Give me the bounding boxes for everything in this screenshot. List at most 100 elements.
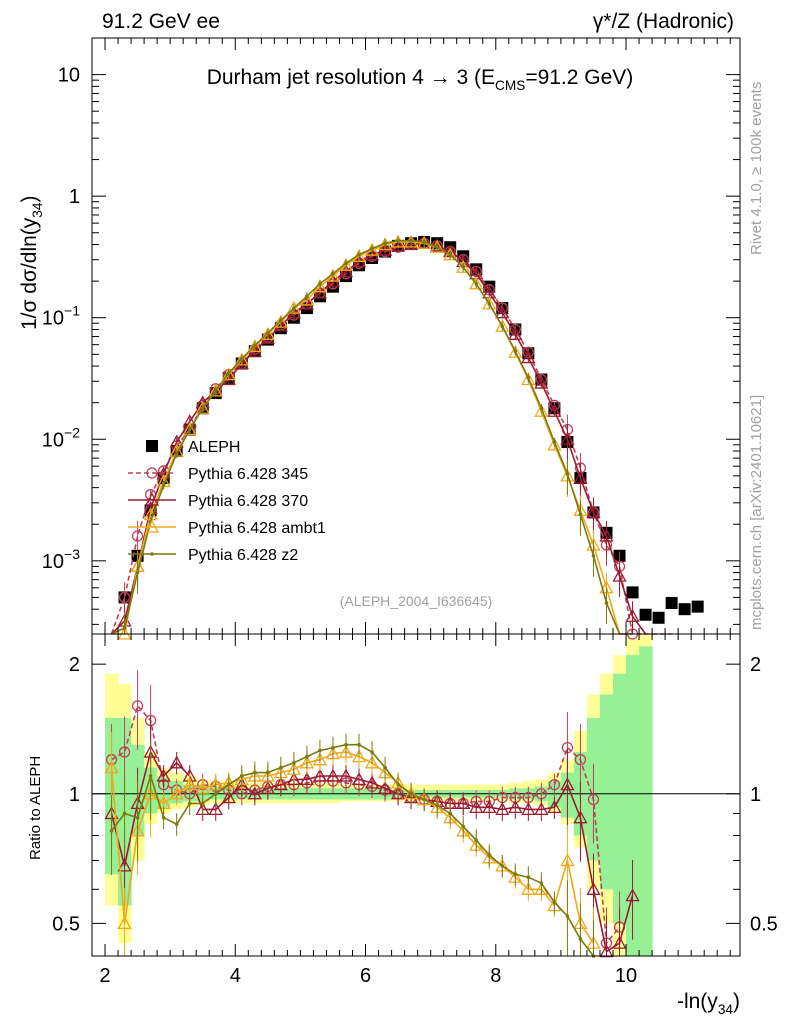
data-point bbox=[266, 770, 270, 775]
data-point bbox=[469, 799, 484, 813]
legend-marker bbox=[144, 492, 160, 506]
data-point bbox=[286, 772, 301, 786]
data-point bbox=[599, 944, 614, 958]
ratio-band-inner bbox=[639, 646, 653, 956]
data-point bbox=[182, 777, 197, 791]
data-point bbox=[539, 881, 544, 885]
data-point bbox=[131, 530, 144, 542]
x-tick-label: 8 bbox=[490, 965, 501, 987]
series-line-pythia-6-428-z2 bbox=[110, 743, 595, 957]
data-point bbox=[364, 755, 380, 769]
data-point bbox=[474, 282, 479, 286]
data-point bbox=[182, 422, 197, 436]
data-point bbox=[565, 914, 570, 918]
data-point bbox=[573, 470, 588, 484]
ratio-ylabel: Ratio to ALEPH bbox=[27, 756, 44, 860]
data-point bbox=[547, 799, 562, 813]
ratio-y-tick-label: 1 bbox=[69, 784, 80, 806]
side-label-rivet: Rivet 4.1.0, ≥ 100k events bbox=[748, 82, 765, 255]
data-point bbox=[578, 937, 583, 941]
ratio-band-inner bbox=[626, 655, 640, 956]
data-point bbox=[573, 810, 588, 824]
data-point bbox=[612, 568, 627, 582]
data-point bbox=[104, 760, 119, 774]
data-point bbox=[122, 626, 127, 630]
data-point bbox=[299, 772, 315, 786]
data-point bbox=[500, 864, 505, 868]
data-point bbox=[195, 400, 210, 414]
y-tick-label: 10−3 bbox=[42, 546, 80, 573]
data-point bbox=[652, 611, 665, 624]
data-point bbox=[131, 700, 144, 712]
y-tick-label: 10−1 bbox=[42, 303, 80, 330]
data-point bbox=[482, 296, 497, 310]
data-point bbox=[560, 431, 575, 445]
data-point bbox=[552, 900, 557, 905]
data-point bbox=[357, 742, 361, 747]
data-point bbox=[187, 801, 192, 806]
data-point bbox=[253, 770, 257, 775]
data-point bbox=[156, 768, 171, 782]
data-point bbox=[422, 240, 426, 244]
y-tick-label: 10 bbox=[58, 65, 80, 87]
data-point bbox=[318, 748, 322, 753]
data-point bbox=[448, 252, 452, 257]
ratio-y-tick-label-right: 1 bbox=[750, 784, 761, 806]
data-point bbox=[117, 916, 132, 930]
data-point bbox=[599, 528, 614, 542]
data-point bbox=[560, 777, 575, 791]
data-point bbox=[253, 343, 257, 348]
data-point bbox=[508, 344, 523, 358]
data-point bbox=[390, 238, 406, 252]
y-tick-label: 10−2 bbox=[42, 424, 80, 451]
data-point bbox=[117, 858, 132, 872]
legend-label: Pythia 6.428 345 bbox=[188, 466, 308, 483]
data-point bbox=[565, 471, 570, 476]
data-point bbox=[273, 777, 288, 791]
data-point bbox=[526, 376, 531, 380]
data-point bbox=[135, 815, 140, 820]
data-point bbox=[305, 754, 309, 759]
data-point bbox=[351, 749, 367, 763]
data-point bbox=[678, 603, 691, 616]
legend-label: ALEPH bbox=[188, 439, 240, 456]
data-point bbox=[404, 237, 419, 251]
data-point bbox=[409, 791, 413, 796]
data-point bbox=[213, 791, 218, 796]
data-point bbox=[469, 276, 484, 290]
data-point bbox=[338, 768, 354, 782]
data-point bbox=[247, 786, 262, 800]
ratio-y-tick-label-right: 0.5 bbox=[750, 913, 778, 935]
data-point bbox=[370, 246, 374, 251]
series-line-pythia-6-428-345 bbox=[111, 704, 621, 946]
data-point bbox=[383, 765, 387, 770]
legend: ALEPH Pythia 6.428 345 Pythia 6.428 370 Pyt… bbox=[128, 439, 326, 564]
data-point bbox=[266, 331, 270, 335]
data-point bbox=[305, 294, 309, 299]
data-point bbox=[435, 803, 439, 808]
data-point bbox=[390, 786, 406, 800]
y-tick-label: 1 bbox=[69, 186, 80, 208]
data-point bbox=[161, 815, 166, 820]
data-point bbox=[665, 596, 678, 609]
data-point bbox=[534, 403, 549, 417]
ratio-series bbox=[104, 670, 640, 958]
header-left: 91.2 GeV ee bbox=[102, 10, 220, 33]
data-point bbox=[364, 775, 380, 789]
ratio-frame bbox=[91, 633, 741, 957]
chart-title: Durham jet resolution 4 → 3 (ECMS=91.2 G… bbox=[207, 66, 634, 93]
main-title: Durham jet resolution 4 → 3 (ECMS=91.2 G… bbox=[207, 66, 634, 93]
x-tick-label: 6 bbox=[360, 965, 371, 987]
data-point bbox=[273, 314, 288, 328]
data-point bbox=[187, 427, 192, 432]
ratio-y-tick-label-right: 2 bbox=[750, 654, 761, 676]
data-point bbox=[331, 745, 335, 750]
data-point bbox=[292, 761, 296, 765]
legend-marker bbox=[146, 440, 158, 452]
data-point bbox=[560, 853, 575, 867]
data-point bbox=[148, 774, 153, 778]
data-point bbox=[169, 786, 184, 800]
data-point bbox=[292, 306, 296, 310]
data-point bbox=[435, 245, 439, 250]
